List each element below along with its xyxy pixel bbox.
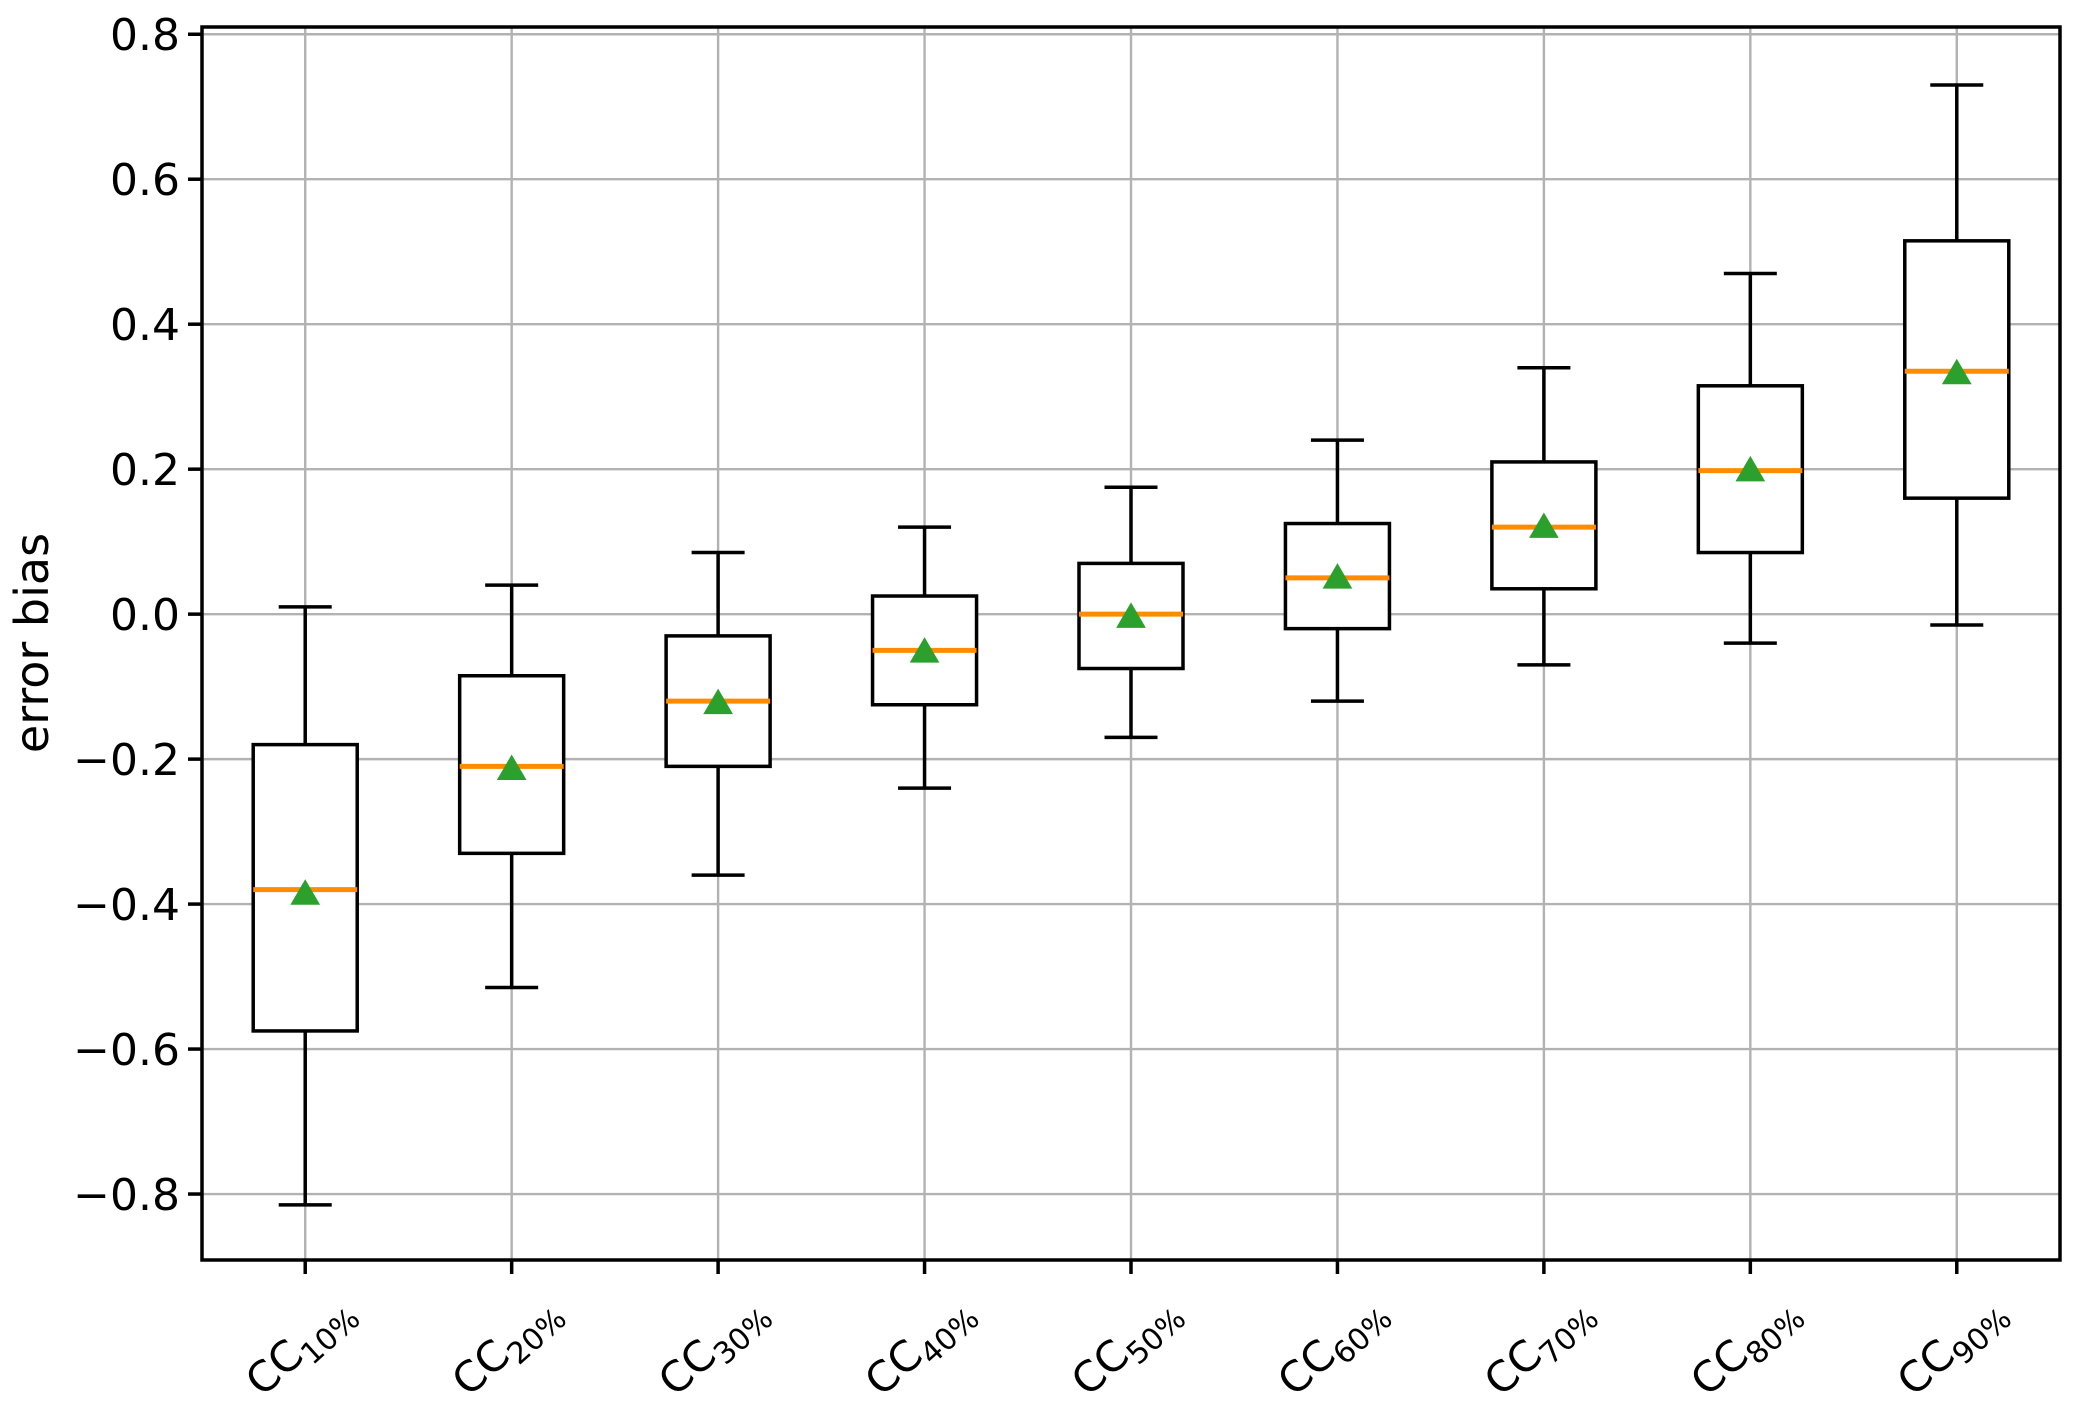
y-tick-label: 0.6 [110, 155, 180, 206]
x-tick-label: CC20% [442, 1285, 573, 1411]
x-tick-label: CC80% [1681, 1285, 1812, 1411]
y-tick-label: 0.2 [110, 445, 180, 496]
box-CC60% [1283, 438, 1392, 703]
boxes-layer [251, 83, 2011, 1207]
box-CC10% [251, 605, 359, 1207]
y-tick-label: −0.2 [73, 735, 180, 786]
axes-frame [200, 25, 2062, 1262]
y-tick-label: 0.4 [110, 300, 180, 351]
y-tick-label: 0.0 [110, 590, 180, 641]
box-CC40% [870, 525, 979, 790]
x-tick-label: CC70% [1475, 1285, 1606, 1411]
box-CC70% [1490, 365, 1598, 667]
mean-marker-icon [496, 754, 527, 781]
mean-marker-icon [1322, 563, 1353, 589]
mean-marker-icon [1116, 602, 1146, 628]
x-tick-label: CC10% [236, 1285, 367, 1411]
x-tick-label: CC60% [1268, 1285, 1399, 1411]
mean-marker-icon [703, 688, 733, 715]
mean-marker-icon [1941, 358, 1972, 385]
x-tick-label: CC50% [1062, 1285, 1193, 1411]
box-CC80% [1696, 271, 1805, 645]
mean-marker-icon [1529, 512, 1559, 538]
y-tick-label: −0.6 [73, 1025, 180, 1076]
mean-marker-icon [909, 637, 940, 663]
box-CC30% [664, 550, 772, 877]
box-CC20% [457, 583, 566, 990]
y-tick-label: −0.4 [73, 880, 180, 931]
mean-marker-icon [1735, 455, 1766, 482]
y-axis-label: error bias [5, 533, 59, 753]
x-tick-label: CC30% [649, 1285, 780, 1411]
x-tick-label: CC90% [1888, 1285, 2019, 1411]
mean-marker-icon [290, 879, 321, 905]
x-tick-label: CC40% [855, 1285, 986, 1411]
y-tick-label: 0.8 [110, 10, 180, 61]
y-tick-label: −0.8 [73, 1170, 180, 1221]
axes-layer: 0.8 0.6 0.4 0.2 0.0 −0.2 −0.4 −0.6 −0.8 CC10% CC20… [73, 10, 2062, 1411]
box-CC50% [1077, 485, 1185, 740]
box-CC90% [1903, 83, 2011, 627]
